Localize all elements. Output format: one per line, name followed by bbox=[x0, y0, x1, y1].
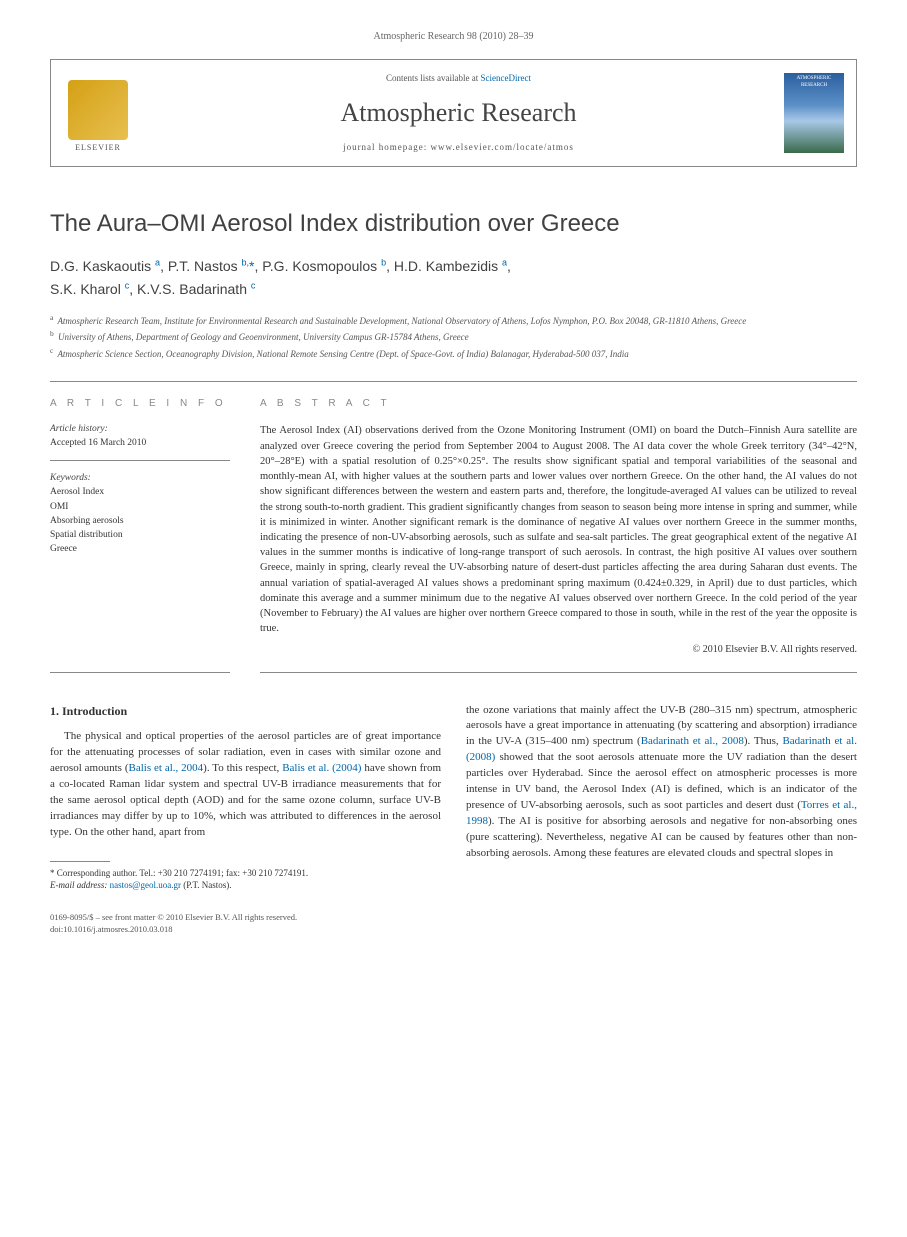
keyword: Absorbing aerosols bbox=[50, 514, 230, 528]
corresponding-author-footnote: * Corresponding author. Tel.: +30 210 72… bbox=[50, 867, 441, 892]
email-attribution: (P.T. Nastos). bbox=[183, 880, 231, 890]
article-info-heading: A R T I C L E I N F O bbox=[50, 397, 230, 411]
journal-cover-thumbnail: ATMOSPHERIC RESEARCH bbox=[784, 73, 844, 153]
right-column: the ozone variations that mainly affect … bbox=[466, 703, 857, 893]
email-line: E-mail address: nastos@geol.uoa.gr (P.T.… bbox=[50, 879, 441, 892]
affiliation-c: c Atmospheric Science Section, Oceanogra… bbox=[50, 345, 857, 362]
doi-line: doi:10.1016/j.atmosres.2010.03.018 bbox=[50, 924, 857, 936]
keywords-label: Keywords: bbox=[50, 471, 230, 485]
email-label: E-mail address: bbox=[50, 880, 107, 890]
cover-label: ATMOSPHERIC RESEARCH bbox=[786, 75, 842, 89]
email-address[interactable]: nastos@geol.uoa.gr bbox=[110, 880, 181, 890]
keyword: Aerosol Index bbox=[50, 485, 230, 499]
left-column: 1. Introduction The physical and optical… bbox=[50, 703, 441, 893]
homepage-url[interactable]: www.elsevier.com/locate/atmos bbox=[431, 142, 574, 152]
footnote-rule bbox=[50, 861, 110, 862]
contents-prefix: Contents lists available at bbox=[386, 73, 480, 83]
abstract-copyright: © 2010 Elsevier B.V. All rights reserved… bbox=[260, 643, 857, 657]
elsevier-tree-icon bbox=[68, 80, 128, 140]
footer-meta: 0169-8095/$ – see front matter © 2010 El… bbox=[50, 912, 857, 936]
section-1-heading: 1. Introduction bbox=[50, 703, 441, 720]
journal-masthead: ELSEVIER Contents lists available at Sci… bbox=[50, 59, 857, 167]
keyword: OMI bbox=[50, 500, 230, 514]
affiliation-a: a Atmospheric Research Team, Institute f… bbox=[50, 312, 857, 329]
journal-name: Atmospheric Research bbox=[148, 95, 769, 131]
affiliation-b: b University of Athens, Department of Ge… bbox=[50, 328, 857, 345]
front-matter-line: 0169-8095/$ – see front matter © 2010 El… bbox=[50, 912, 857, 924]
homepage-prefix: journal homepage: bbox=[343, 142, 430, 152]
masthead-center: Contents lists available at ScienceDirec… bbox=[148, 72, 769, 154]
info-abstract-row: A R T I C L E I N F O Article history: A… bbox=[50, 381, 857, 672]
article-history-block: Article history: Accepted 16 March 2010 bbox=[50, 423, 230, 461]
abstract-column: A B S T R A C T The Aerosol Index (AI) o… bbox=[260, 397, 857, 672]
publisher-name: ELSEVIER bbox=[75, 142, 121, 153]
abstract-heading: A B S T R A C T bbox=[260, 397, 857, 411]
running-header: Atmospheric Research 98 (2010) 28–39 bbox=[50, 30, 857, 44]
corresponding-line: * Corresponding author. Tel.: +30 210 72… bbox=[50, 867, 441, 880]
sciencedirect-link[interactable]: ScienceDirect bbox=[481, 73, 531, 83]
keyword: Spatial distribution bbox=[50, 528, 230, 542]
contents-available-line: Contents lists available at ScienceDirec… bbox=[148, 72, 769, 85]
history-accepted: Accepted 16 March 2010 bbox=[50, 437, 230, 450]
article-info-column: A R T I C L E I N F O Article history: A… bbox=[50, 397, 230, 672]
body-columns: 1. Introduction The physical and optical… bbox=[50, 703, 857, 893]
journal-homepage-line: journal homepage: www.elsevier.com/locat… bbox=[148, 141, 769, 154]
abstract-text: The Aerosol Index (AI) observations deri… bbox=[260, 423, 857, 636]
keyword: Greece bbox=[50, 542, 230, 556]
article-title: The Aura–OMI Aerosol Index distribution … bbox=[50, 207, 857, 241]
keywords-block: Keywords: Aerosol Index OMI Absorbing ae… bbox=[50, 471, 230, 557]
publisher-logo: ELSEVIER bbox=[63, 73, 133, 153]
intro-paragraph-2: the ozone variations that mainly affect … bbox=[466, 703, 857, 862]
intro-paragraph-1: The physical and optical properties of t… bbox=[50, 729, 441, 841]
history-label: Article history: bbox=[50, 423, 230, 436]
author-list: D.G. Kaskaoutis a, P.T. Nastos b,*, P.G.… bbox=[50, 255, 857, 300]
affiliations: a Atmospheric Research Team, Institute f… bbox=[50, 312, 857, 362]
